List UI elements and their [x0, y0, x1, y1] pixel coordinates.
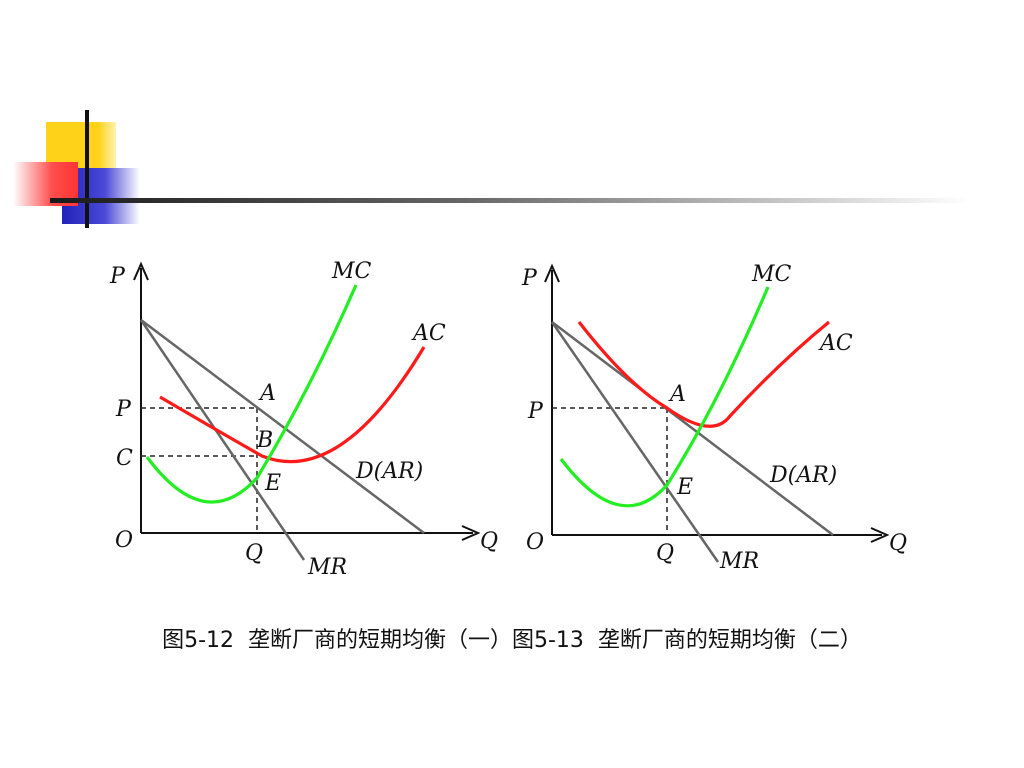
mc-curve [145, 284, 358, 504]
mc-curve [559, 286, 770, 508]
mr-curve [139, 319, 306, 561]
mc-label: MC [331, 259, 372, 284]
header-ornament [13, 110, 970, 228]
x-axis-arrow [461, 525, 481, 541]
demand-curve [140, 319, 425, 534]
point-b-label: B [256, 428, 273, 453]
quantity-tick-label: Q [245, 541, 263, 566]
mr-label: MR [307, 555, 347, 580]
y-axis-label: P [109, 264, 126, 289]
price-tick-label: P [115, 397, 132, 422]
ac-curve [577, 320, 831, 428]
point-e-label: E [264, 471, 281, 496]
mc-label: MC [751, 262, 792, 287]
cost-tick-label: C [116, 446, 133, 471]
y-axis-arrow [544, 263, 560, 283]
mr-curve [550, 321, 720, 563]
y-axis-arrow [133, 261, 149, 281]
diagram-right: P Q O MC AC D(AR) MR A E P Q [521, 262, 907, 574]
y-axis-label: P [521, 266, 538, 291]
figure-caption: 图5-12 垄断厂商的短期均衡（一）图5-13 垄断厂商的短期均衡（二） [162, 628, 862, 653]
point-a-label: A [668, 382, 686, 407]
x-axis-label: Q [480, 529, 498, 554]
ac-label: AC [818, 331, 853, 356]
mr-label: MR [719, 549, 759, 574]
ac-curve [159, 346, 426, 464]
quantity-tick-label: Q [656, 541, 674, 566]
demand-label: D(AR) [769, 463, 837, 488]
ac-label: AC [411, 321, 446, 346]
title-rule [50, 198, 970, 203]
origin-label: O [115, 528, 133, 553]
point-a-label: A [258, 381, 276, 406]
demand-curve [551, 321, 834, 536]
point-e-label: E [676, 475, 693, 500]
x-axis-label: Q [889, 531, 907, 556]
demand-label: D(AR) [355, 459, 423, 484]
x-axis-arrow [870, 527, 890, 543]
deco-vertical-bar [85, 110, 89, 228]
price-tick-label: P [527, 399, 544, 424]
origin-label: O [526, 530, 544, 555]
diagram-left: P Q O MC AC D(AR) MR A B E P C Q [109, 259, 498, 580]
